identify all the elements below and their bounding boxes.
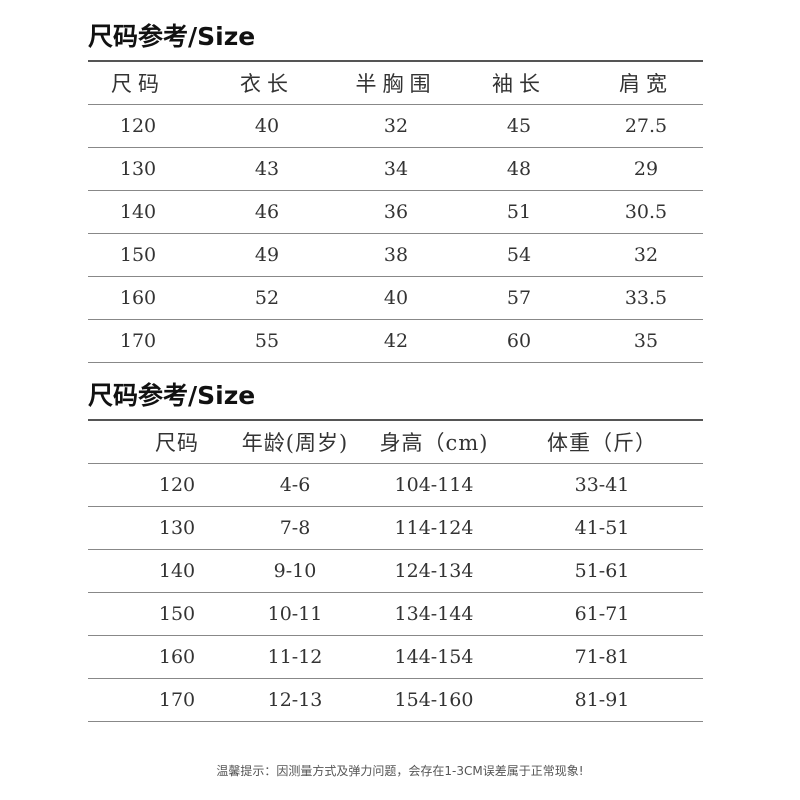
table-cell: 36	[383, 201, 409, 223]
table-cell: 48	[506, 158, 532, 180]
table-cell: 170	[158, 689, 196, 711]
header-cell: 体重（斤）	[547, 431, 657, 455]
table-cell: 60	[506, 330, 532, 352]
table-cell: 32	[633, 244, 659, 266]
table-cell: 11-12	[267, 646, 323, 668]
table-row: 170 55 42 60 35	[88, 320, 703, 363]
header-cell: 年龄(周岁)	[241, 431, 349, 455]
size-table-measurements: 尺码 衣长 半胸围 袖长 肩宽 120 40 32 45 27.5 130 43 34 48 29 140 46…	[88, 60, 703, 363]
table-cell: 12-13	[267, 689, 323, 711]
table-cell: 140	[158, 560, 196, 582]
table-cell: 51-61	[574, 560, 630, 582]
table-row: 140 9-10 124-134 51-61	[88, 550, 703, 593]
table2-title: 尺码参考/Size	[88, 381, 256, 410]
table-cell: 34	[383, 158, 409, 180]
table-cell: 130	[158, 517, 196, 539]
table-cell: 29	[633, 158, 659, 180]
table-row: 170 12-13 154-160 81-91	[88, 679, 703, 722]
table-cell: 9-10	[273, 560, 317, 582]
table1-title: 尺码参考/Size	[88, 22, 256, 51]
footer-note: 温馨提示：因测量方式及弹力问题，会存在1-3CM误差属于正常现象!	[216, 764, 584, 778]
table-cell: 134-144	[394, 603, 474, 625]
header-cell: 尺码	[111, 72, 165, 96]
table-row: 150 49 38 54 32	[88, 234, 703, 277]
table-cell: 35	[633, 330, 659, 352]
table-cell: 150	[119, 244, 157, 266]
header-cell: 袖长	[492, 72, 546, 96]
table-row: 130 7-8 114-124 41-51	[88, 507, 703, 550]
table-cell: 4-6	[279, 474, 311, 496]
table-cell: 160	[158, 646, 196, 668]
table-cell: 140	[119, 201, 157, 223]
table-row: 120 40 32 45 27.5	[88, 105, 703, 148]
header-cell: 半胸围	[355, 72, 437, 96]
table-cell: 104-114	[394, 474, 474, 496]
table-cell: 42	[383, 330, 409, 352]
table-cell: 57	[506, 287, 532, 309]
table-cell: 52	[254, 287, 280, 309]
table-row: 160 11-12 144-154 71-81	[88, 636, 703, 679]
table-cell: 46	[254, 201, 280, 223]
table-row: 130 43 34 48 29	[88, 148, 703, 191]
table-header-row: 尺码 衣长 半胸围 袖长 肩宽	[88, 60, 703, 105]
table-cell: 160	[119, 287, 157, 309]
table-row: 120 4-6 104-114 33-41	[88, 464, 703, 507]
table-cell: 33-41	[574, 474, 630, 496]
table-row: 150 10-11 134-144 61-71	[88, 593, 703, 636]
table-cell: 40	[383, 287, 409, 309]
table-cell: 49	[254, 244, 280, 266]
header-cell: 衣长	[240, 72, 294, 96]
size-table-age: 尺码 年龄(周岁) 身高（cm) 体重（斤） 120 4-6 104-114 33-41 130…	[88, 419, 703, 722]
table-cell: 144-154	[394, 646, 474, 668]
header-cell: 肩宽	[619, 72, 673, 96]
table-cell: 33.5	[624, 287, 668, 309]
table-row: 160 52 40 57 33.5	[88, 277, 703, 320]
table-cell: 51	[506, 201, 532, 223]
header-cell: 身高（cm)	[379, 431, 489, 455]
table-cell: 38	[383, 244, 409, 266]
table-cell: 71-81	[574, 646, 630, 668]
table-cell: 40	[254, 115, 280, 137]
table-cell: 32	[383, 115, 409, 137]
table-cell: 154-160	[394, 689, 474, 711]
table-cell: 150	[158, 603, 196, 625]
table-cell: 7-8	[279, 517, 311, 539]
table-cell: 170	[119, 330, 157, 352]
table-cell: 43	[254, 158, 280, 180]
table-cell: 130	[119, 158, 157, 180]
table-cell: 54	[506, 244, 532, 266]
table-cell: 120	[158, 474, 196, 496]
table-cell: 81-91	[574, 689, 630, 711]
table-cell: 120	[119, 115, 157, 137]
table-cell: 27.5	[624, 115, 668, 137]
table-cell: 45	[506, 115, 532, 137]
table-header-row: 尺码 年龄(周岁) 身高（cm) 体重（斤）	[88, 419, 703, 464]
table-cell: 61-71	[574, 603, 630, 625]
table-cell: 30.5	[624, 201, 668, 223]
table-cell: 41-51	[574, 517, 630, 539]
table-cell: 55	[254, 330, 280, 352]
table-cell: 114-124	[394, 517, 474, 539]
table-cell: 10-11	[267, 603, 323, 625]
header-cell: 尺码	[155, 431, 199, 455]
table-cell: 124-134	[394, 560, 474, 582]
table-row: 140 46 36 51 30.5	[88, 191, 703, 234]
